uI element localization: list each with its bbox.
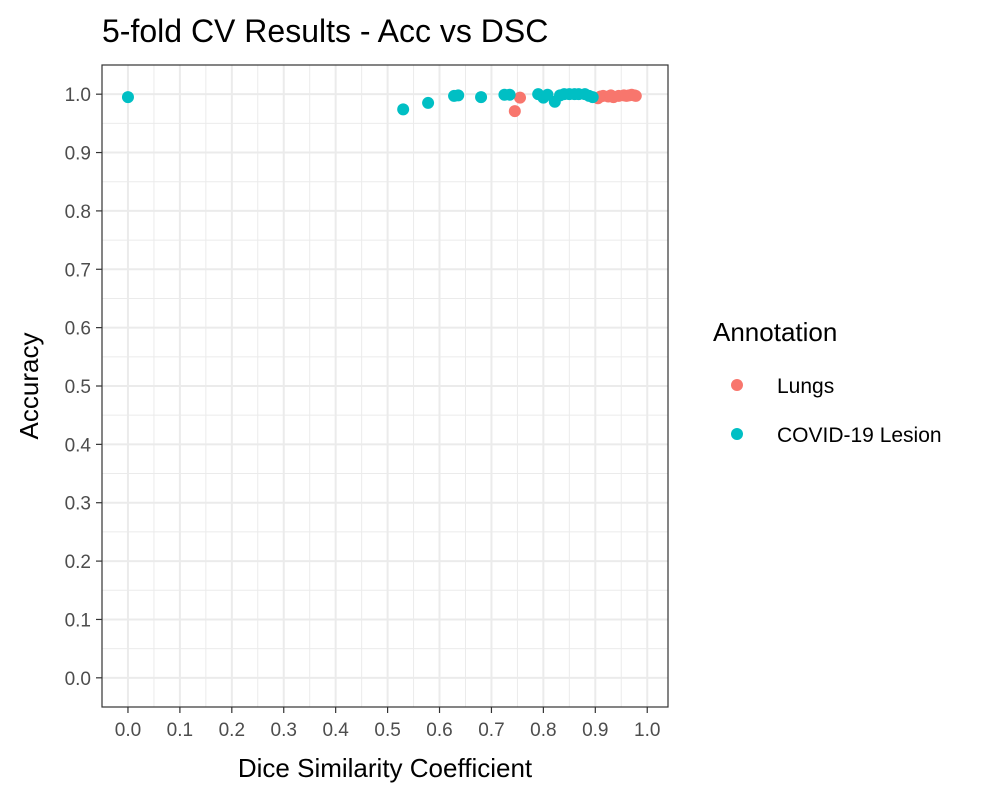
legend-items: Lungs COVID-19 Lesion [731, 375, 942, 447]
y-tick-label: 0.4 [65, 435, 92, 456]
lungs-point [629, 89, 642, 102]
y-axis-title: Accuracy [14, 333, 44, 440]
grid [102, 65, 668, 707]
y-tick-label: 0.9 [65, 144, 91, 165]
y-tick-label: 0.2 [65, 552, 91, 573]
x-tick-label: 0.1 [167, 720, 193, 741]
y-tick-label: 0.0 [65, 669, 91, 690]
covid-19-lesion-point [422, 96, 435, 109]
x-tick-label: 0.3 [271, 720, 297, 741]
legend-key-lungs [731, 379, 743, 391]
covid-19-lesion-point [452, 89, 465, 102]
y-tick-label: 0.8 [65, 202, 91, 223]
axis-ticks: 0.0 0.1 0.2 0.3 0.4 0.5 0.6 0.7 0.8 0.9 1.0 0.0 0.1 0… [65, 85, 661, 741]
covid-19-lesion-point [121, 91, 134, 104]
y-tick-label: 1.0 [65, 85, 91, 106]
x-tick-label: 0.0 [115, 720, 141, 741]
y-tick-label: 0.3 [65, 494, 91, 515]
y-tick-label: 0.6 [65, 319, 91, 340]
x-tick-label: 0.5 [374, 720, 400, 741]
x-tick-label: 0.9 [582, 720, 608, 741]
x-tick-label: 0.7 [478, 720, 504, 741]
x-tick-label: 0.4 [322, 720, 349, 741]
legend: Annotation Lungs COVID-19 Lesion [713, 317, 942, 447]
y-tick-label: 0.7 [65, 260, 91, 281]
x-tick-label: 0.8 [530, 720, 556, 741]
covid-19-lesion-point [586, 91, 599, 104]
covid-19-lesion-point [397, 103, 410, 116]
x-tick-label: 0.6 [426, 720, 452, 741]
chart-title: 5-fold CV Results - Acc vs DSC [102, 13, 548, 49]
x-axis-title: Dice Similarity Coefficient [238, 753, 533, 783]
legend-title: Annotation [713, 317, 837, 347]
y-tick-label: 0.1 [65, 610, 91, 631]
covid-19-lesion-point [475, 91, 488, 104]
covid-19-lesion-point [503, 88, 516, 101]
lungs-point [508, 105, 521, 118]
x-tick-label: 0.2 [219, 720, 245, 741]
legend-label-covid-19-lesion: COVID-19 Lesion [777, 424, 942, 447]
legend-key-covid-19-lesion [731, 428, 743, 440]
data-points [121, 88, 642, 118]
x-tick-label: 1.0 [634, 720, 660, 741]
y-tick-label: 0.5 [65, 377, 91, 398]
lungs-point [514, 91, 527, 104]
legend-label-lungs: Lungs [777, 375, 834, 398]
